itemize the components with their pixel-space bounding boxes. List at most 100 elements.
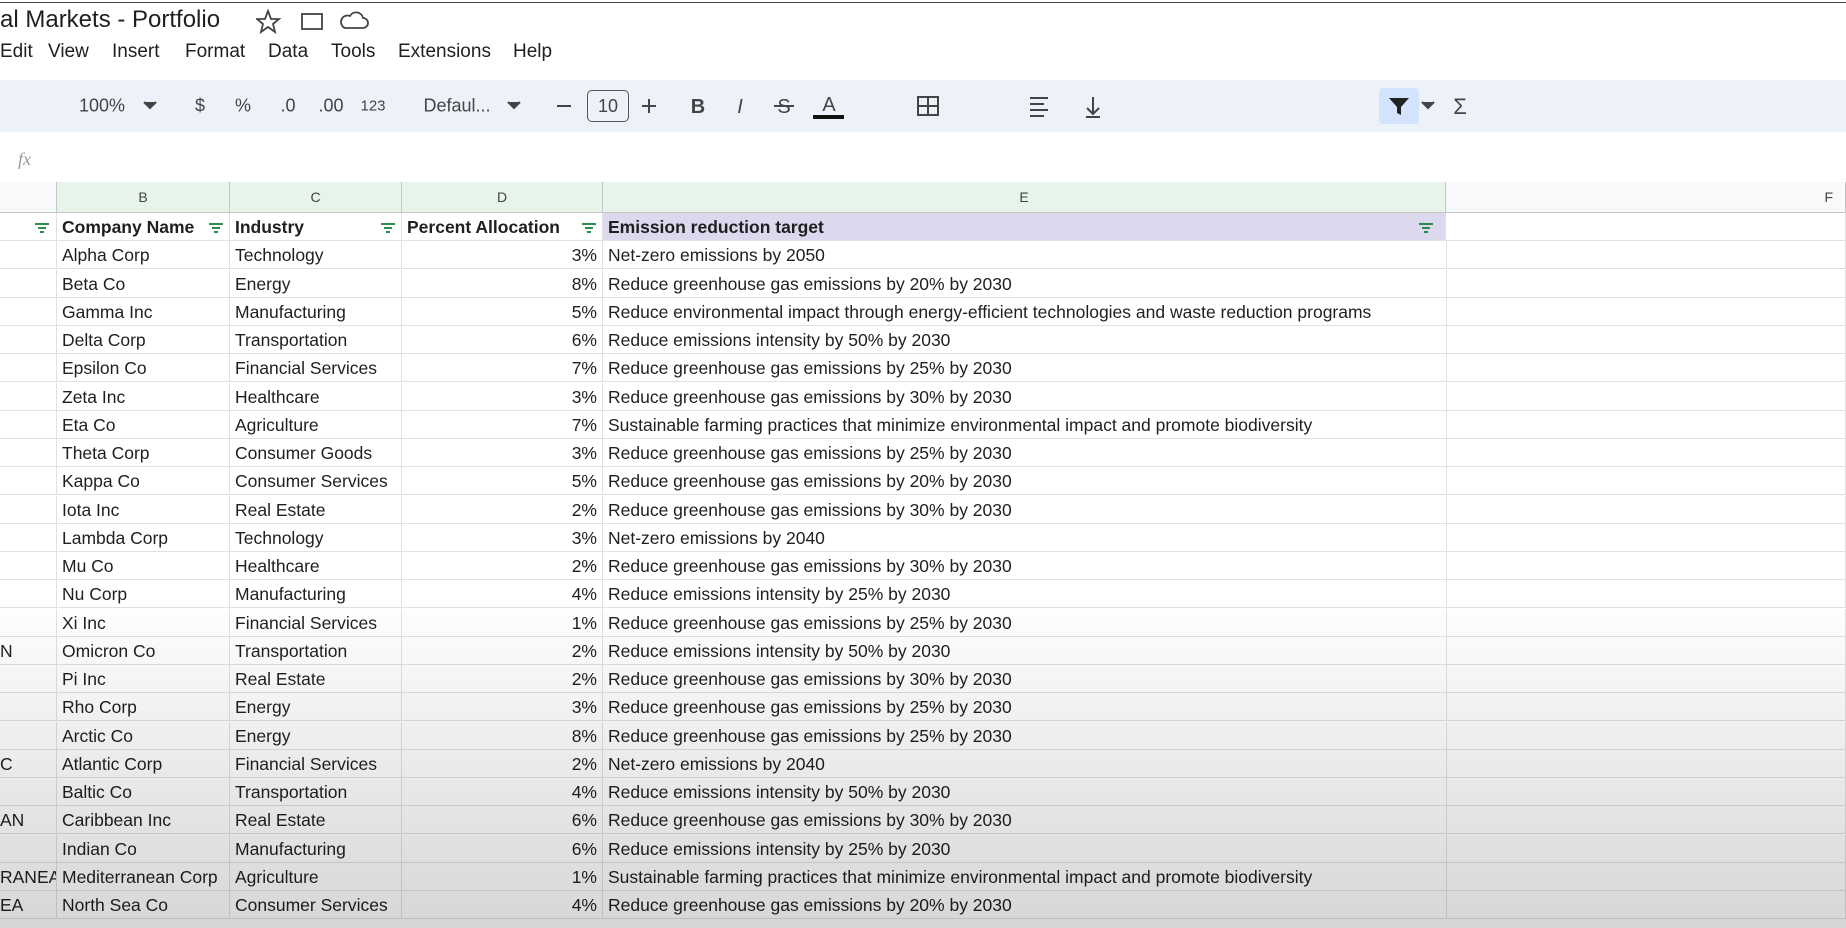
cell: 6% — [402, 326, 603, 354]
column-header: C — [230, 182, 402, 213]
cell — [1446, 891, 1846, 919]
font-size[interactable]: 10 — [587, 90, 629, 122]
cell: 1% — [402, 862, 603, 891]
cell — [1446, 467, 1846, 496]
zoom[interactable]: 100% — [78, 95, 126, 116]
cell: 6% — [402, 806, 603, 835]
header-cell: Percent Allocation — [402, 213, 603, 241]
number-format[interactable]: 123 — [360, 97, 386, 115]
menu-item[interactable]: Insert — [112, 41, 160, 62]
cell: 2% — [402, 495, 603, 524]
cell: Healthcare — [230, 552, 402, 580]
cell: Reduce greenhouse gas emissions by 20% b… — [603, 891, 1446, 919]
cell — [0, 467, 57, 496]
decrease-decimal[interactable]: .0 — [280, 95, 296, 116]
filter-icon[interactable] — [34, 221, 50, 233]
cell: Beta Co — [57, 269, 230, 298]
cell — [1446, 721, 1846, 750]
formula-bar — [0, 132, 1846, 183]
cell: 2% — [402, 552, 603, 580]
font-select[interactable]: Defaul... — [423, 95, 491, 116]
cell — [0, 834, 57, 863]
cell — [0, 608, 57, 637]
cell: 1% — [402, 608, 603, 637]
svg-text:B: B — [691, 96, 705, 118]
cell: C — [0, 749, 57, 778]
menu-item[interactable]: View — [48, 41, 89, 62]
cell: Reduce greenhouse gas emissions by 30% b… — [603, 383, 1446, 411]
header-cell — [0, 213, 57, 241]
cell: Arctic Co — [57, 721, 230, 750]
cell: Agriculture — [230, 862, 402, 891]
cell: Sustainable farming practices that minim… — [603, 863, 1446, 891]
cell: Theta Corp — [57, 439, 230, 467]
column-header: E — [603, 182, 1446, 213]
cell: 3% — [402, 523, 603, 552]
column-header: D — [402, 182, 603, 213]
increase-decimal[interactable]: .00 — [318, 95, 344, 116]
menu-item[interactable]: Data — [268, 41, 309, 62]
cell: Real Estate — [230, 665, 402, 693]
filter-icon[interactable] — [208, 221, 224, 233]
cell — [1446, 439, 1846, 467]
cell: Consumer Services — [230, 467, 402, 496]
filter-icon[interactable] — [1418, 221, 1434, 233]
cell: 3% — [402, 382, 603, 411]
cell — [1446, 778, 1846, 806]
svg-text:I: I — [737, 96, 743, 118]
cell: Xi Inc — [57, 608, 230, 637]
cell: Nu Corp — [57, 580, 230, 609]
menu-item[interactable]: Edit — [0, 41, 33, 62]
cell: Consumer Goods — [230, 439, 402, 467]
cell — [0, 778, 57, 806]
cell: Delta Corp — [57, 326, 230, 354]
cell: Reduce emissions intensity by 25% by 203… — [603, 580, 1446, 609]
cell: Transportation — [230, 326, 402, 354]
cell: Reduce environmental impact through ener… — [603, 298, 1446, 326]
percent-button[interactable]: % — [234, 95, 252, 116]
cell — [0, 552, 57, 580]
menu-item[interactable]: Tools — [331, 41, 376, 62]
cell: Reduce greenhouse gas emissions by 25% b… — [603, 609, 1446, 637]
filter-icon[interactable] — [380, 221, 396, 233]
cell: Manufacturing — [230, 297, 402, 326]
header-cell: Company Name — [57, 213, 230, 241]
cell — [0, 410, 57, 439]
filter-icon[interactable] — [581, 221, 597, 233]
cell: Reduce emissions intensity by 50% by 203… — [603, 778, 1446, 806]
cell: 6% — [402, 834, 603, 863]
cell: 7% — [402, 410, 603, 439]
cell: 3% — [402, 241, 603, 270]
cell: Rho Corp — [57, 693, 230, 722]
cell: 3% — [402, 439, 603, 467]
cell — [0, 523, 57, 552]
cell: 4% — [402, 580, 603, 609]
cell: Agriculture — [230, 410, 402, 439]
cell — [1446, 241, 1846, 270]
cell — [0, 354, 57, 383]
cell — [1446, 862, 1846, 891]
cell: Reduce emissions intensity by 50% by 203… — [603, 637, 1446, 665]
cell: Reduce emissions intensity by 25% by 203… — [603, 835, 1446, 863]
cell: Energy — [230, 721, 402, 750]
cell: Iota Inc — [57, 495, 230, 524]
cell — [0, 439, 57, 467]
cell: 8% — [402, 269, 603, 298]
currency-button[interactable]: $ — [194, 95, 206, 116]
cell: EA — [0, 891, 57, 919]
menu-item[interactable]: Extensions — [398, 41, 491, 62]
cell — [1446, 749, 1846, 778]
cell — [1446, 636, 1846, 665]
cell: 7% — [402, 354, 603, 383]
cell: Net-zero emissions by 2040 — [603, 524, 1446, 552]
fx-label: fx — [18, 149, 31, 169]
menu-item[interactable]: Help — [513, 41, 553, 62]
cell: 5% — [402, 297, 603, 326]
doc-title[interactable]: al Markets - Portfolio — [0, 6, 221, 33]
menu-item[interactable]: Format — [185, 41, 246, 62]
cell: Reduce greenhouse gas emissions by 25% b… — [603, 354, 1446, 383]
cell: 3% — [402, 693, 603, 722]
cell — [0, 326, 57, 354]
cell: Manufacturing — [230, 834, 402, 863]
cell: Mu Co — [57, 552, 230, 580]
